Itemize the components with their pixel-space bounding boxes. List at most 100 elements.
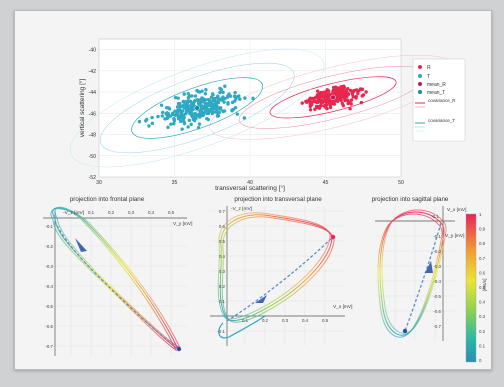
colorbar-tick-labels: 1 0.9 0.8 0.7 0.6 0.5 0.4 0.3 0.2 0.1 0 bbox=[479, 212, 486, 363]
sagittal-x-label: V_y [mV] bbox=[445, 233, 464, 239]
legend-label-t: T bbox=[427, 74, 430, 80]
scatter-y-tick: -50 bbox=[89, 154, 97, 160]
scatter-y-tick: -52 bbox=[89, 175, 97, 181]
cbar-tick: 0.7 bbox=[479, 256, 486, 261]
scatter-y-tick: -44 bbox=[89, 90, 97, 96]
scatter-point-t bbox=[196, 125, 201, 130]
scatter-point-r bbox=[319, 98, 324, 103]
covariance-ellipse-r bbox=[269, 76, 397, 119]
scatter-point-r bbox=[359, 100, 364, 105]
scatter-point-t bbox=[210, 92, 215, 96]
transversal-tick: -0.1 bbox=[217, 329, 225, 334]
scatter-point-t bbox=[166, 116, 170, 120]
scatter-point-t bbox=[203, 107, 208, 112]
transversal-tick: 0.5 bbox=[322, 318, 329, 323]
scatter-point-r bbox=[346, 92, 351, 97]
scatter-point-t bbox=[221, 109, 225, 114]
scatter-point-t bbox=[209, 95, 214, 99]
scatter-point-t bbox=[195, 113, 200, 117]
frontal-tick: -0.5 bbox=[45, 304, 53, 309]
scatter-point-r bbox=[346, 101, 350, 106]
scatter-point-t bbox=[156, 114, 160, 119]
sagittal-title: projection into sagittal plane bbox=[372, 196, 449, 203]
scatter-point-r bbox=[351, 95, 355, 99]
sagittal-arrow bbox=[425, 261, 433, 273]
legend-label-cov-r: covariance_R bbox=[428, 98, 456, 103]
scatter-point-r bbox=[348, 107, 352, 111]
scatter-point-t bbox=[223, 84, 227, 88]
legend-label-mean-r: mean_R bbox=[427, 82, 446, 88]
scatter-point-t bbox=[187, 118, 191, 123]
figure-sheet: 30 35 40 45 50 -40 -42 -44 -46 -48 -50 -52 transver… bbox=[14, 10, 492, 370]
sagittal-tick: -0.1 bbox=[433, 234, 441, 239]
legend-label-r: R bbox=[427, 65, 431, 71]
frontal-x-label: V_y [mV] bbox=[173, 221, 192, 227]
cbar-tick: 0.4 bbox=[479, 300, 486, 305]
scatter-point-t bbox=[242, 116, 247, 120]
sagittal-tick: -0.1 bbox=[431, 214, 439, 219]
scatter-point-t bbox=[189, 122, 193, 127]
scatter-point-r bbox=[364, 90, 368, 94]
frontal-tick: -0.2 bbox=[45, 244, 53, 249]
legend-marker-mean-t bbox=[418, 90, 422, 94]
transversal-tick: 0.2 bbox=[219, 284, 226, 289]
scatter-point-t bbox=[181, 118, 185, 122]
scatter-point-t bbox=[213, 96, 217, 101]
scatter-point-t bbox=[144, 117, 149, 122]
scatter-point-r bbox=[338, 94, 342, 99]
scatter-y-axis-label: vertical scattering [°] bbox=[78, 79, 86, 138]
scatter-point-t bbox=[216, 94, 220, 98]
transversal-end-marker bbox=[330, 234, 336, 240]
scatter-point-t bbox=[159, 103, 164, 107]
scatter-point-r bbox=[341, 93, 345, 98]
scatter-point-r bbox=[326, 89, 330, 94]
transversal-tick: 0.2 bbox=[262, 318, 269, 323]
covariance-ellipse-t-3 bbox=[69, 48, 325, 168]
scatter-point-t bbox=[200, 89, 204, 93]
scatter-x-tick: 50 bbox=[398, 180, 404, 186]
scatter-point-t bbox=[212, 103, 217, 107]
frontal-tick: -0.4 bbox=[45, 284, 53, 289]
scatter-point-t bbox=[234, 97, 238, 101]
scatter-point-t bbox=[226, 102, 230, 106]
covariance-ellipse-t-2 bbox=[99, 62, 295, 154]
scatter-point-t bbox=[150, 121, 155, 126]
scatter-point-t bbox=[161, 110, 165, 115]
scatter-point-r bbox=[308, 108, 313, 112]
legend-box bbox=[412, 58, 466, 142]
scatter-point-t bbox=[182, 92, 186, 96]
scatter-point-t bbox=[201, 100, 206, 104]
scatter-point-r bbox=[319, 103, 323, 108]
scatter-point-r bbox=[358, 87, 363, 91]
scatter-point-t bbox=[187, 104, 191, 108]
scatter-point-t bbox=[197, 122, 202, 126]
scatter-x-tick: 30 bbox=[96, 180, 102, 186]
scatter-point-t bbox=[235, 112, 240, 116]
legend-label-cov-t: covariance_T bbox=[428, 118, 455, 123]
sagittal-tick: -0.5 bbox=[433, 294, 441, 299]
scatter-point-t bbox=[180, 127, 184, 131]
sagittal-tick: -0.6 bbox=[433, 309, 441, 314]
frontal-tick: -0.3 bbox=[45, 264, 53, 269]
scatter-grid bbox=[98, 39, 402, 178]
scatter-point-t bbox=[183, 105, 187, 110]
cbar-tick: 0.6 bbox=[479, 270, 486, 275]
cbar-tick: 0.2 bbox=[479, 329, 486, 334]
scatter-point-t bbox=[198, 110, 203, 115]
scatter-mean-r bbox=[330, 94, 336, 101]
scatter-point-t bbox=[193, 94, 198, 98]
covariance-ellipse-t bbox=[131, 77, 264, 139]
scatter-point-t bbox=[221, 95, 225, 99]
scatter-point-t bbox=[220, 97, 225, 102]
scatter-point-t bbox=[219, 87, 223, 92]
sagittal-tick: -0.7 bbox=[433, 324, 441, 329]
scatter-x-tick: 35 bbox=[172, 180, 178, 186]
scatter-point-t bbox=[183, 100, 188, 104]
transversal-tick: 0.4 bbox=[219, 254, 226, 259]
transversal-tick: 0.1 bbox=[242, 318, 249, 323]
scatter-point-r bbox=[312, 96, 316, 101]
frontal-tick: 0.5 bbox=[168, 210, 175, 215]
frontal-tick: -0.1 bbox=[45, 224, 53, 229]
scatter-point-t bbox=[194, 98, 198, 103]
scatter-point-t bbox=[238, 97, 242, 101]
